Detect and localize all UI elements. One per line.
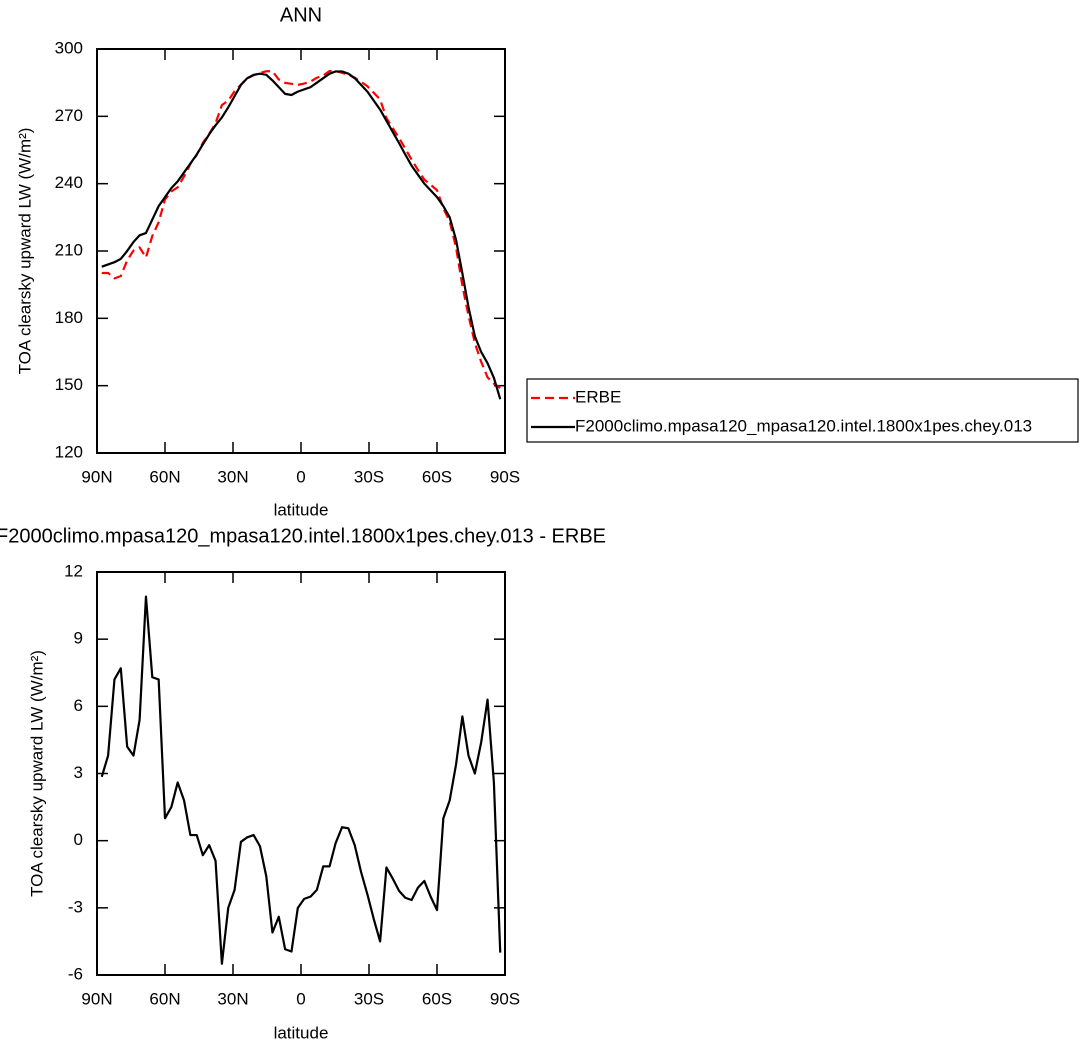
y-axis-label: TOA clearsky upward LW (W/m²) xyxy=(27,650,46,897)
y-tick-label: 150 xyxy=(55,375,83,394)
x-tick-label: 30S xyxy=(354,467,384,486)
x-tick-label: 60N xyxy=(149,989,180,1008)
x-tick-label: 30N xyxy=(217,467,248,486)
series-line xyxy=(101,69,501,389)
series-line xyxy=(100,595,502,965)
x-tick-label: 90S xyxy=(490,467,520,486)
series-line xyxy=(101,70,502,400)
y-tick-label: 300 xyxy=(55,38,83,57)
y-tick-label: 270 xyxy=(55,106,83,125)
y-tick-label: 12 xyxy=(64,561,83,580)
legend-label: F2000climo.mpasa120_mpasa120.intel.1800x… xyxy=(575,416,1032,435)
x-tick-label: 30N xyxy=(217,989,248,1008)
y-tick-label: 180 xyxy=(55,308,83,327)
y-tick-label: 120 xyxy=(55,442,83,461)
plot-frame xyxy=(96,48,506,454)
legend-box xyxy=(526,378,1079,443)
x-tick-label: 90N xyxy=(81,989,112,1008)
y-tick-label: 3 xyxy=(74,763,83,782)
y-tick-label: 6 xyxy=(74,696,83,715)
y-tick-label: 240 xyxy=(55,173,83,192)
plot-frame xyxy=(96,571,506,976)
x-tick-label: 60S xyxy=(422,467,452,486)
x-tick-label: 0 xyxy=(296,467,305,486)
legend-label: ERBE xyxy=(575,387,621,406)
x-tick-label: 60S xyxy=(422,989,452,1008)
chart-title: F2000climo.mpasa120_mpasa120.intel.1800x… xyxy=(0,525,606,547)
x-axis-label: latitude xyxy=(274,1023,329,1042)
y-tick-label: 0 xyxy=(74,830,83,849)
x-tick-label: 60N xyxy=(149,467,180,486)
y-tick-label: 9 xyxy=(74,629,83,648)
x-axis-label: latitude xyxy=(274,500,329,519)
x-tick-label: 30S xyxy=(354,989,384,1008)
chart-title: ANN xyxy=(280,4,322,26)
y-tick-label: -6 xyxy=(68,964,83,983)
y-axis-label: TOA clearsky upward LW (W/m²) xyxy=(15,128,34,375)
x-tick-label: 0 xyxy=(296,989,305,1008)
y-tick-label: -3 xyxy=(68,897,83,916)
y-tick-label: 210 xyxy=(55,240,83,259)
x-tick-label: 90N xyxy=(81,467,112,486)
x-tick-label: 90S xyxy=(490,989,520,1008)
